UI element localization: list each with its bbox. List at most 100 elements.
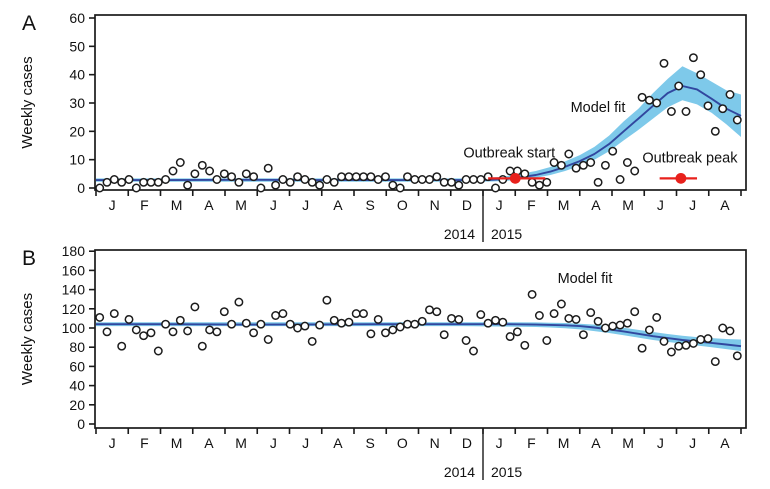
data-point: [710, 126, 720, 136]
data-point: [285, 177, 295, 187]
x-month-label: J: [657, 197, 664, 213]
data-point: [256, 319, 266, 329]
data-point: [131, 325, 141, 335]
data-point: [410, 319, 420, 329]
data-point: [732, 351, 742, 361]
data-point: [608, 321, 618, 331]
y-tick-label: 10: [69, 152, 85, 168]
data-point: [659, 336, 669, 346]
y-axis-title: Weekly cases: [19, 293, 36, 385]
data-point: [146, 328, 156, 338]
data-point: [505, 166, 515, 176]
data-point: [109, 175, 119, 184]
data-point: [95, 183, 105, 193]
data-point: [483, 318, 493, 328]
data-point: [461, 336, 471, 345]
data-point: [131, 183, 141, 193]
data-point: [322, 175, 332, 184]
data-point: [381, 328, 390, 338]
y-tick-label: 0: [77, 180, 85, 196]
y-tick-label: 120: [62, 301, 86, 317]
data-point: [102, 327, 112, 337]
data-point: [725, 90, 735, 99]
data-point: [241, 169, 251, 179]
y-tick-label: 40: [69, 378, 85, 394]
x-month-label: M: [622, 197, 634, 213]
x-month-label: S: [365, 197, 374, 213]
x-month-label: F: [527, 435, 536, 451]
data-point: [461, 175, 471, 184]
x-month-label: A: [333, 435, 343, 451]
data-point: [520, 340, 530, 350]
panel-label: A: [22, 12, 36, 35]
y-tick-label: 180: [62, 243, 86, 259]
data-point: [666, 107, 676, 116]
data-point: [564, 149, 574, 159]
data-point: [359, 172, 368, 182]
data-point: [175, 158, 185, 167]
data-point: [307, 336, 317, 346]
data-point: [652, 98, 662, 108]
data-point: [608, 146, 618, 156]
y-tick-label: 160: [62, 262, 86, 278]
panel-b: B Weekly cases 0 20 40 60 80 100 120 140 160 180 J F M…: [19, 243, 747, 480]
data-point: [366, 329, 376, 339]
data-point: [381, 172, 390, 182]
data-point: [315, 320, 325, 330]
data-point: [703, 334, 713, 344]
data-point: [344, 317, 354, 327]
data-point: [718, 104, 728, 114]
data-point: [197, 160, 207, 170]
data-point: [564, 313, 574, 323]
data-point: [95, 312, 105, 322]
data-point: [674, 81, 684, 91]
data-point: [219, 307, 229, 317]
data-point: [366, 172, 376, 182]
data-point: [227, 319, 237, 329]
x-month-label: J: [496, 435, 503, 451]
data-point: [117, 341, 127, 351]
year-label-2015: 2015: [491, 464, 522, 480]
data-point: [337, 172, 346, 182]
x-month-label: J: [496, 197, 503, 213]
x-month-label: M: [622, 435, 634, 451]
data-point: [630, 166, 640, 176]
data-point: [197, 341, 207, 351]
year-label-2014: 2014: [444, 226, 475, 242]
data-point: [578, 160, 588, 170]
data-point: [688, 338, 698, 348]
data-point: [432, 172, 442, 182]
data-point: [505, 332, 515, 342]
data-point: [153, 346, 163, 356]
data-point: [300, 175, 310, 184]
x-month-label: J: [302, 435, 309, 451]
data-point: [190, 169, 200, 179]
annotation-dot: [675, 172, 687, 184]
data-point: [205, 325, 215, 335]
data-point: [139, 331, 149, 341]
x-month-label: D: [462, 435, 472, 451]
data-point: [491, 315, 500, 325]
data-point: [593, 177, 603, 187]
x-month-label: J: [689, 435, 696, 451]
data-point: [600, 160, 610, 170]
data-point: [622, 158, 632, 167]
data-point: [241, 318, 251, 328]
data-point: [674, 341, 684, 351]
data-point: [395, 322, 405, 332]
data-point: [271, 180, 281, 190]
data-point: [520, 169, 530, 179]
data-point: [578, 330, 588, 340]
x-month-label: D: [462, 197, 472, 213]
data-point: [256, 183, 266, 193]
x-month-label: J: [109, 197, 116, 213]
data-point: [139, 177, 149, 187]
data-point: [659, 58, 669, 68]
data-point: [344, 172, 354, 182]
data-point: [212, 327, 222, 337]
data-point: [263, 163, 273, 173]
data-point: [593, 316, 603, 326]
data-point: [249, 328, 259, 338]
data-point: [234, 297, 244, 307]
